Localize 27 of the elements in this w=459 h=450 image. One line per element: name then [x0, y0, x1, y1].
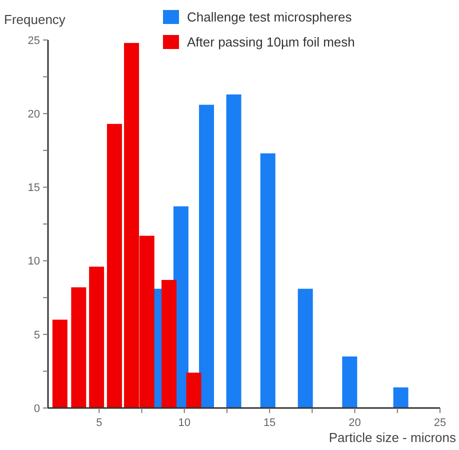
bar [260, 153, 276, 408]
y-tick-label: 0 [34, 402, 40, 415]
bar [393, 387, 408, 408]
bar [226, 94, 242, 408]
x-tick-label: 5 [96, 417, 102, 429]
x-tick-label: 25 [434, 417, 446, 429]
bar [298, 288, 313, 408]
bar [186, 372, 202, 408]
x-tick-label: 15 [263, 417, 276, 429]
bar [52, 320, 68, 408]
bar [199, 104, 214, 408]
bar [71, 287, 86, 408]
x-tick-label: 20 [348, 417, 361, 429]
x-tick-label: 10 [178, 417, 190, 429]
x-axis-title: Particle size - microns [328, 430, 456, 445]
y-tick-label: 15 [28, 182, 40, 194]
bar [106, 124, 122, 408]
legend-label: After passing 10µm foil mesh [187, 34, 355, 50]
y-axis-title: Frequency [4, 12, 66, 27]
bar [162, 280, 177, 408]
y-tick-label: 5 [34, 329, 40, 342]
y-tick-label: 25 [28, 34, 40, 47]
bar [89, 266, 104, 408]
y-tick-label: 10 [28, 256, 40, 268]
y-tick-label: 20 [28, 108, 40, 120]
legend-label: Challenge test microspheres [187, 10, 352, 25]
bar [342, 356, 358, 408]
